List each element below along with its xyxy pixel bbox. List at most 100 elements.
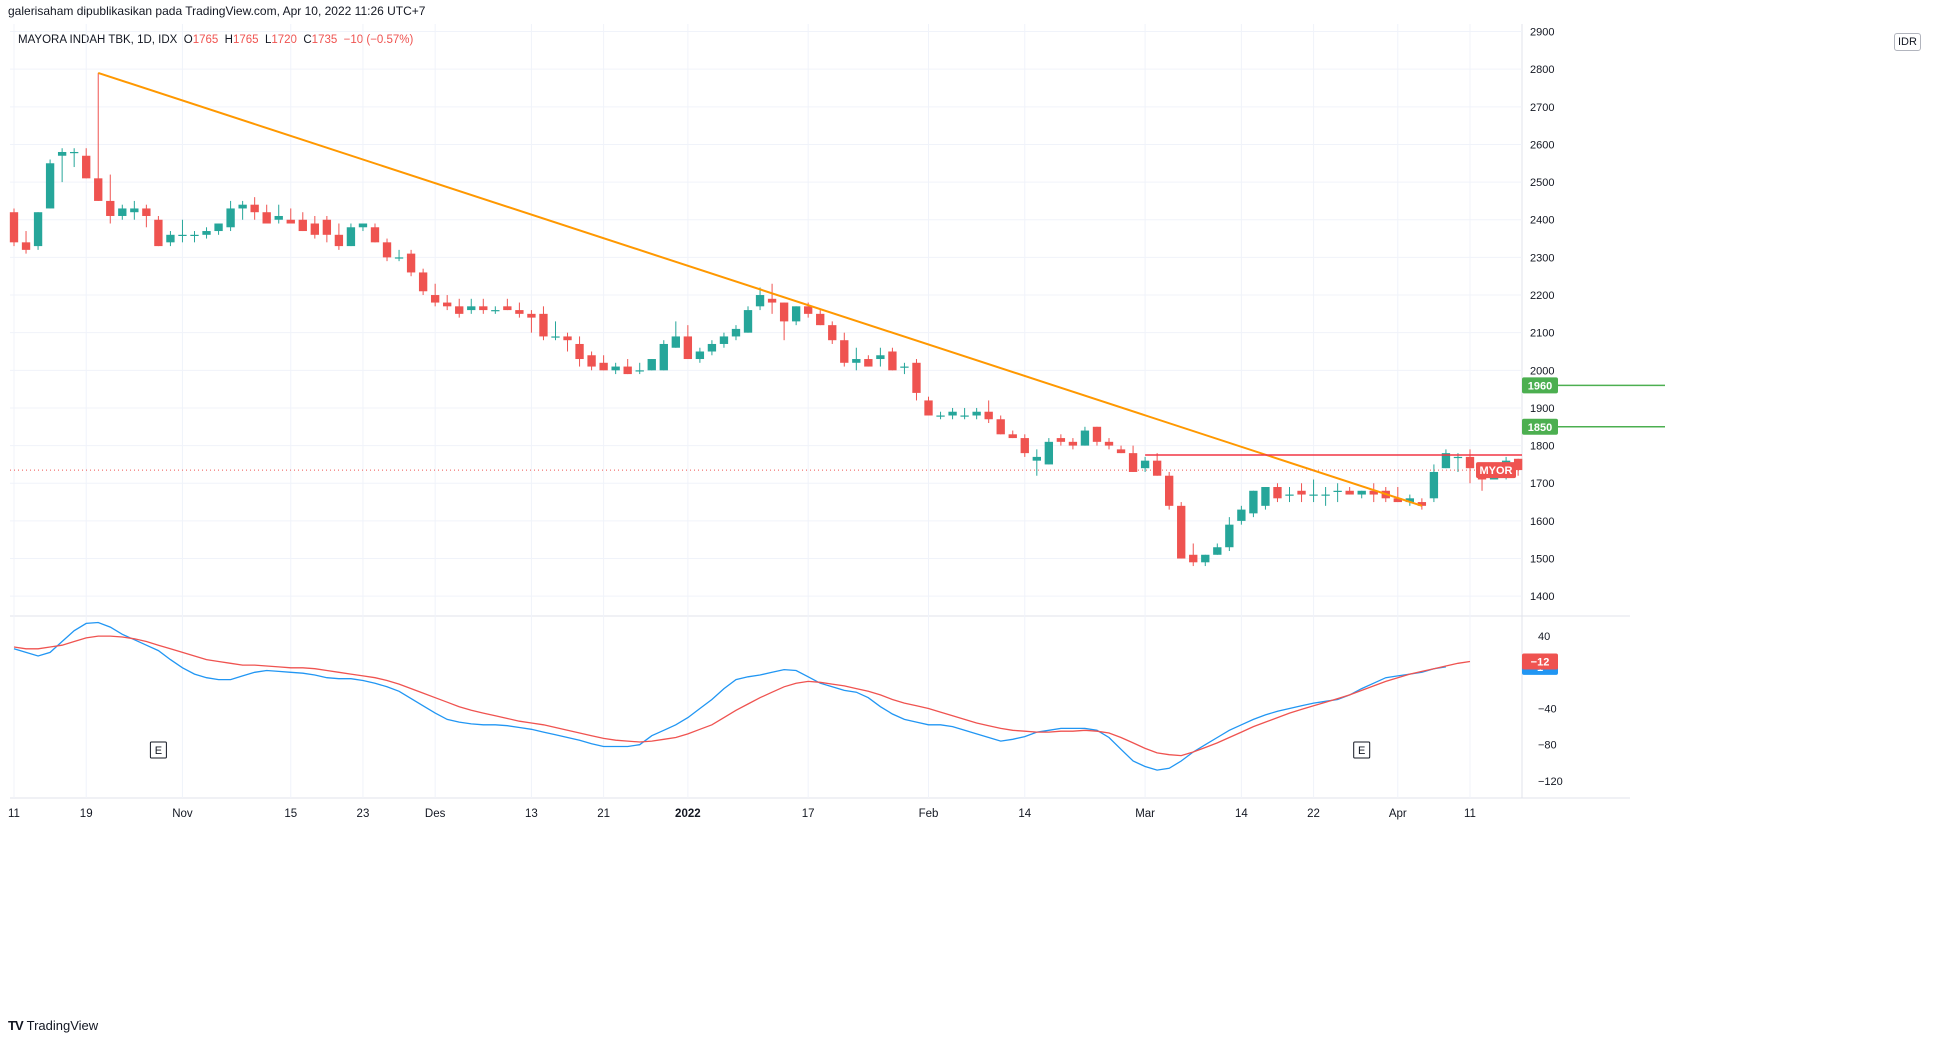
candle-body-down bbox=[1020, 438, 1029, 454]
candle-body-up bbox=[1249, 490, 1258, 514]
candle-body-down bbox=[515, 310, 524, 314]
open-value: 1765 bbox=[192, 34, 219, 46]
downtrend-line bbox=[97, 71, 1423, 507]
time-tick-label: 13 bbox=[525, 808, 538, 820]
time-tick-label: 22 bbox=[1307, 808, 1320, 820]
candle-body-down bbox=[599, 362, 608, 371]
price-tick-label: 2100 bbox=[1530, 328, 1554, 340]
candle-body-down bbox=[587, 355, 596, 367]
price-tick-label: 2400 bbox=[1530, 215, 1554, 227]
earnings-marker bbox=[1353, 741, 1371, 759]
time-tick-label: 14 bbox=[1018, 808, 1031, 820]
candle-body-down bbox=[912, 362, 921, 393]
currency-button[interactable]: IDR bbox=[1894, 33, 1921, 51]
candle-body-up bbox=[214, 223, 223, 232]
candle-body-up bbox=[33, 212, 43, 247]
open-label: O bbox=[183, 34, 193, 46]
candle-body-down bbox=[1092, 426, 1102, 442]
candle-body-down bbox=[1128, 453, 1138, 472]
candle-body-down bbox=[527, 313, 536, 318]
candle-body-up bbox=[238, 204, 247, 209]
price-tick-label: 2000 bbox=[1530, 365, 1554, 377]
price-tick-label: 2700 bbox=[1530, 102, 1554, 114]
candle-body-down bbox=[683, 336, 693, 360]
candle-body-up bbox=[1261, 487, 1270, 506]
candle-body-up bbox=[1321, 494, 1330, 496]
signal-line bbox=[13, 635, 1471, 757]
candle-body-down bbox=[828, 325, 837, 341]
candle-body-down bbox=[1297, 490, 1306, 495]
candle-body-down bbox=[1104, 441, 1114, 446]
candle-body-up bbox=[1032, 456, 1041, 461]
target-badge-label: 1960 bbox=[1528, 380, 1552, 392]
candle-body-up bbox=[1237, 509, 1246, 521]
candle-body-up bbox=[57, 151, 67, 156]
time-tick-label: Des bbox=[425, 808, 446, 820]
candles bbox=[9, 72, 1523, 567]
candle-body-down bbox=[1465, 456, 1475, 469]
candle-body-up bbox=[166, 234, 175, 243]
candle-body-down bbox=[539, 313, 548, 337]
axes: 1400 1500 1600 1700 1800 1900 2000 2100 2200 2300… bbox=[8, 27, 1563, 820]
candle-body-up bbox=[731, 328, 741, 337]
candle-body-up bbox=[791, 306, 801, 322]
symbol-legend: MAYORA INDAH TBK, 1D, IDX O1765 H1765 L1… bbox=[18, 34, 413, 46]
candle-body-up bbox=[551, 336, 560, 338]
price-tick-label: 2900 bbox=[1530, 27, 1554, 39]
candle-body-up bbox=[1441, 453, 1451, 469]
osc-tick-label: −40 bbox=[1538, 704, 1557, 716]
candle-body-down bbox=[106, 200, 115, 216]
candle-body-down bbox=[1116, 449, 1126, 454]
candle-body-down bbox=[563, 336, 572, 341]
candle-body-up bbox=[635, 370, 644, 372]
high-label: H bbox=[224, 34, 233, 46]
candle-body-up bbox=[358, 223, 368, 228]
candle-body-up bbox=[936, 415, 945, 417]
candle-body-down bbox=[406, 253, 416, 273]
close-label: C bbox=[303, 34, 312, 46]
macd-line bbox=[13, 621, 1446, 771]
time-tick-label: 11 bbox=[8, 808, 20, 820]
price-tick-label: 1700 bbox=[1530, 478, 1554, 490]
candle-body-up bbox=[118, 208, 127, 216]
candle-body-down bbox=[1068, 441, 1078, 446]
candle-body-up bbox=[611, 366, 620, 371]
candle-body-down bbox=[996, 419, 1005, 435]
candle-body-up bbox=[274, 215, 283, 220]
candle-body-down bbox=[286, 219, 295, 224]
candle-body-up bbox=[226, 208, 235, 228]
candle-body-up bbox=[960, 415, 969, 417]
candle-body-up bbox=[647, 359, 656, 371]
candle-body-up bbox=[1357, 490, 1366, 495]
time-tick-label: Apr bbox=[1389, 808, 1407, 820]
candle-body-down bbox=[298, 219, 307, 232]
tradingview-logo-icon: TV bbox=[8, 1018, 24, 1033]
candle-body-down bbox=[310, 223, 319, 235]
close-value: 1735 bbox=[311, 34, 338, 46]
time-tick-label: Nov bbox=[172, 808, 193, 820]
candle-body-down bbox=[1369, 490, 1378, 495]
candle-body-down bbox=[503, 306, 512, 311]
candle-body-up bbox=[394, 257, 404, 259]
candle-body-down bbox=[623, 366, 632, 375]
candle-body-up bbox=[178, 234, 187, 237]
price-tick-label: 2500 bbox=[1530, 177, 1554, 189]
earnings-marker bbox=[149, 741, 167, 759]
candle-body-down bbox=[1513, 458, 1523, 471]
candle-body-up bbox=[491, 310, 500, 312]
symbol-badge-label: MYOR bbox=[1480, 465, 1513, 477]
candle-body-down bbox=[1165, 475, 1174, 506]
candle-body-down bbox=[322, 219, 332, 235]
price-tick-label: 2300 bbox=[1530, 252, 1554, 264]
publisher-header: galerisaham dipublikasikan pada TradingV… bbox=[8, 4, 426, 18]
candle-body-down bbox=[1273, 487, 1282, 499]
candle-body-up bbox=[190, 234, 199, 237]
candle-body-down bbox=[1056, 438, 1066, 442]
candle-body-up bbox=[69, 151, 79, 154]
candle-body-down bbox=[816, 313, 825, 326]
candle-body-down bbox=[154, 219, 163, 247]
candle-body-down bbox=[804, 306, 813, 314]
candle-body-down bbox=[1417, 502, 1427, 506]
earnings-marker-label: E bbox=[1358, 745, 1365, 757]
